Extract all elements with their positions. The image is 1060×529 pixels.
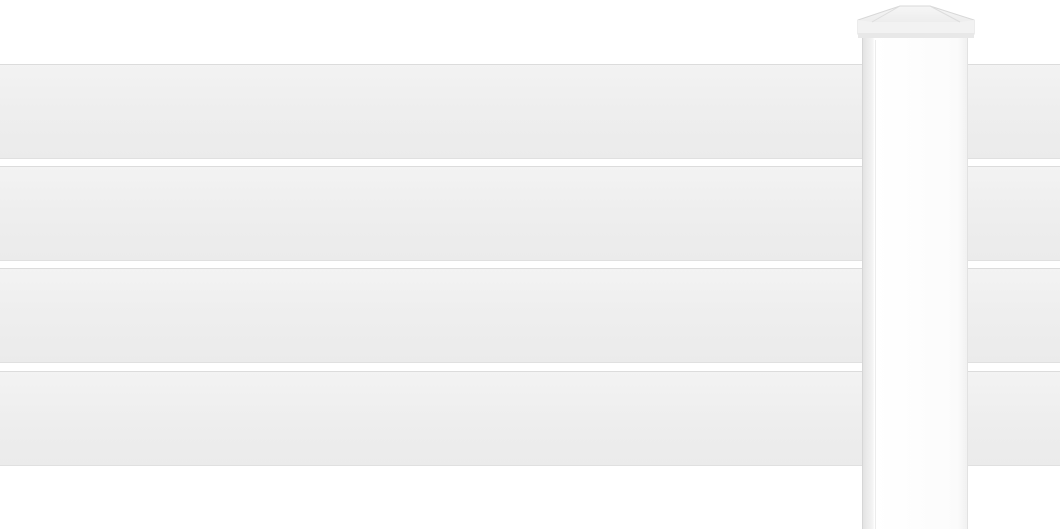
post-body	[862, 36, 968, 529]
cap-ridge	[871, 5, 901, 23]
cap-base	[858, 33, 974, 38]
post-cap	[857, 5, 975, 38]
post	[857, 5, 975, 529]
cap-ridge	[929, 5, 961, 23]
cap-face	[858, 20, 974, 34]
